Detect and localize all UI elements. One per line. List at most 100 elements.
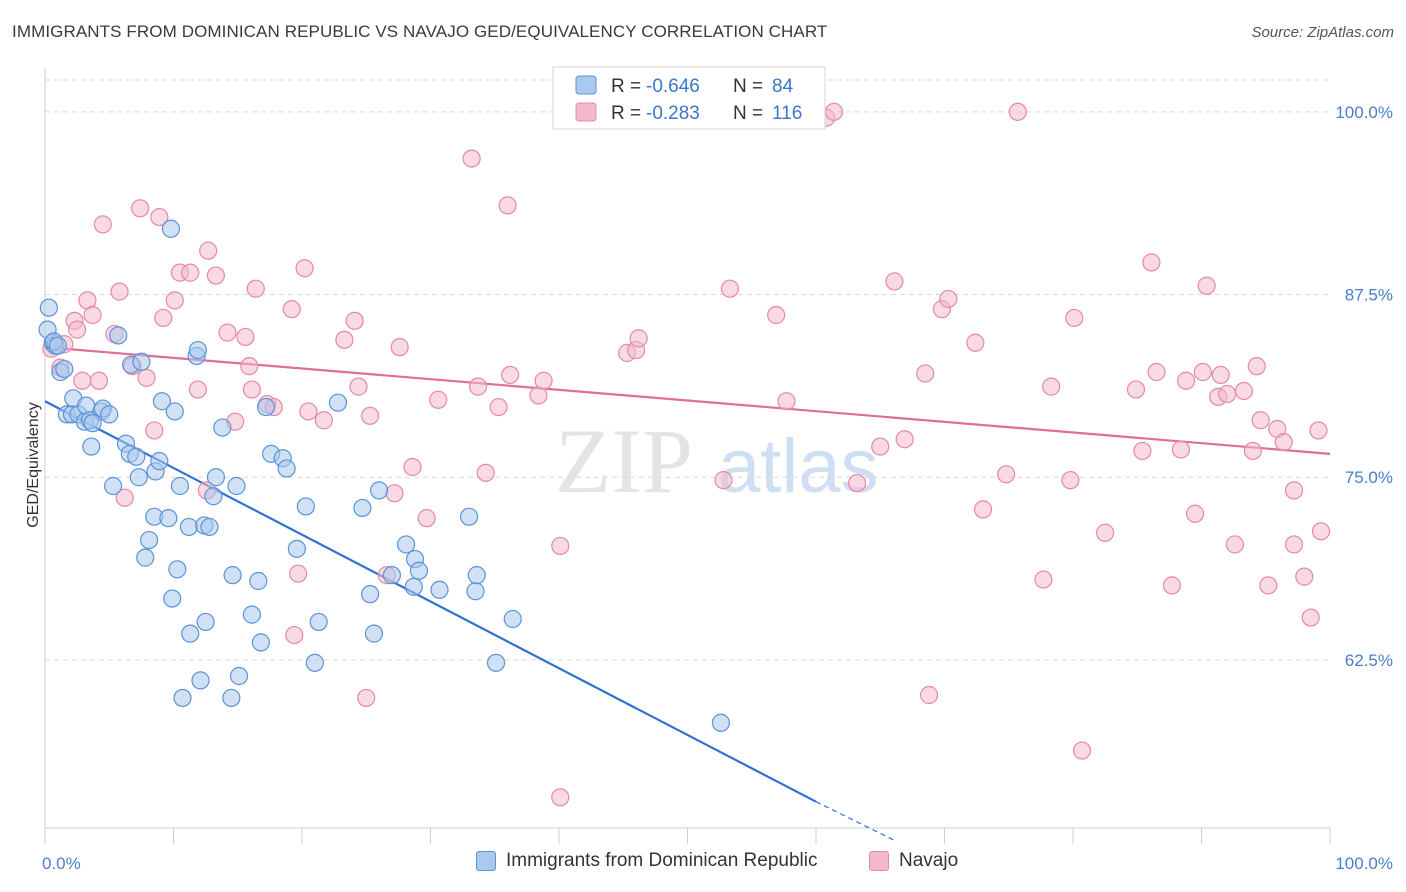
dominican-point bbox=[223, 566, 242, 585]
navajo-point bbox=[295, 259, 314, 278]
dominican-point bbox=[287, 539, 306, 558]
legend-swatch-navajo bbox=[869, 851, 889, 871]
navajo-point bbox=[551, 788, 570, 807]
navajo-point bbox=[236, 327, 255, 347]
navajo-point bbox=[767, 305, 786, 325]
navajo-point bbox=[115, 488, 134, 507]
dominican-point bbox=[466, 582, 485, 601]
navajo-point bbox=[1193, 362, 1212, 382]
y-tick-label: 87.5% bbox=[1345, 286, 1393, 305]
navajo-point bbox=[1259, 576, 1278, 595]
navajo-point bbox=[1274, 433, 1293, 452]
navajo-point bbox=[218, 323, 237, 342]
navajo-point bbox=[335, 330, 354, 349]
navajo-point bbox=[1061, 471, 1080, 490]
navajo-point bbox=[1295, 567, 1314, 586]
navajo-point bbox=[1142, 253, 1161, 272]
dominican-point bbox=[249, 571, 268, 591]
legend-label-navajo: Navajo bbox=[899, 850, 959, 871]
dominican-point bbox=[173, 688, 192, 708]
dominican-point bbox=[181, 624, 200, 643]
chart-title: IMMIGRANTS FROM DOMINICAN REPUBLIC VS NA… bbox=[12, 22, 828, 41]
navajo-point bbox=[1234, 381, 1254, 401]
dominican-point bbox=[382, 566, 402, 585]
dominican-point bbox=[503, 609, 522, 629]
navajo-point bbox=[1251, 411, 1270, 430]
dominican-point bbox=[430, 580, 449, 599]
navajo-point bbox=[206, 266, 226, 285]
dominican-point bbox=[206, 468, 226, 487]
navajo-point bbox=[629, 329, 648, 348]
navajo-point bbox=[181, 263, 200, 282]
navajo-point bbox=[242, 380, 261, 399]
navajo-point bbox=[240, 357, 259, 376]
legend-swatch-dominican bbox=[476, 851, 496, 871]
navajo-point bbox=[299, 402, 318, 421]
navajo-point bbox=[150, 207, 169, 227]
source-credit: Source: ZipAtlas.com bbox=[1251, 24, 1394, 41]
navajo-point bbox=[1133, 441, 1152, 461]
y-tick-label: 62.5% bbox=[1345, 651, 1393, 670]
navajo-point bbox=[1284, 535, 1304, 554]
dominican-point bbox=[104, 476, 123, 496]
navajo-point bbox=[824, 102, 844, 121]
dominican-point bbox=[364, 624, 384, 643]
navajo-point bbox=[939, 289, 958, 309]
series-legend: Immigrants from Dominican Republic Navaj… bbox=[0, 850, 1406, 880]
legend-swatch-pink bbox=[575, 102, 597, 122]
dominican-point bbox=[256, 397, 276, 417]
navajo-point bbox=[1211, 365, 1230, 385]
dominican-point bbox=[227, 476, 246, 496]
dominican-point bbox=[165, 402, 184, 421]
dominican-point bbox=[152, 392, 172, 411]
dominican-point bbox=[188, 340, 208, 360]
x-tick-label: 100.0% bbox=[1335, 854, 1393, 873]
navajo-point bbox=[468, 377, 488, 396]
navajo-point bbox=[110, 282, 129, 301]
dominican-points bbox=[38, 219, 731, 732]
navajo-point bbox=[1185, 504, 1205, 523]
trend-lines bbox=[44, 346, 1331, 841]
navajo-point bbox=[314, 411, 333, 430]
navajo-point bbox=[83, 305, 102, 325]
legend-item-dominican[interactable]: Immigrants from Dominican Republic bbox=[476, 850, 818, 872]
navajo-point bbox=[282, 300, 301, 319]
navajo-point bbox=[285, 625, 304, 645]
legend-r-label-2: R = bbox=[611, 103, 641, 124]
dominican-point bbox=[170, 476, 190, 496]
navajo-point bbox=[1311, 522, 1331, 541]
dominican-point bbox=[396, 535, 416, 554]
tick-labels: 62.5% 75.0% 87.5% 100.0% 0.0% 100.0% bbox=[42, 103, 1393, 873]
dominican-point bbox=[296, 497, 315, 516]
dominican-point bbox=[132, 352, 151, 371]
legend-swatch-blue bbox=[575, 75, 597, 95]
dominican-point bbox=[48, 336, 67, 355]
navajo-point bbox=[777, 392, 796, 411]
navajo-point bbox=[895, 430, 914, 449]
dominican-trend-extension bbox=[815, 801, 894, 841]
navajo-point bbox=[1284, 481, 1304, 500]
dominican-point bbox=[129, 468, 148, 487]
dominican-point bbox=[163, 589, 182, 608]
dominican-point bbox=[353, 498, 372, 518]
y-axis-title: GED/Equivalency bbox=[25, 402, 42, 527]
dominican-point bbox=[136, 548, 155, 567]
legend-label-dominican: Immigrants from Dominican Republic bbox=[506, 850, 818, 871]
dominican-point bbox=[139, 530, 159, 550]
legend-item-navajo[interactable]: Navajo bbox=[869, 850, 958, 872]
navajo-point bbox=[848, 473, 867, 493]
legend-n-value-1: 84 bbox=[772, 76, 794, 97]
navajo-point bbox=[1225, 535, 1245, 554]
navajo-point bbox=[345, 311, 364, 330]
navajo-point bbox=[165, 291, 184, 310]
navajo-point bbox=[1176, 371, 1196, 390]
dominican-point bbox=[100, 405, 119, 424]
navajo-point bbox=[137, 368, 156, 387]
navajo-points bbox=[42, 102, 1331, 807]
navajo-trend-line bbox=[44, 346, 1331, 455]
navajo-point bbox=[1065, 308, 1084, 328]
watermark-atlas: atlas bbox=[718, 424, 879, 509]
dominican-point bbox=[328, 393, 348, 412]
dominican-point bbox=[486, 653, 506, 672]
